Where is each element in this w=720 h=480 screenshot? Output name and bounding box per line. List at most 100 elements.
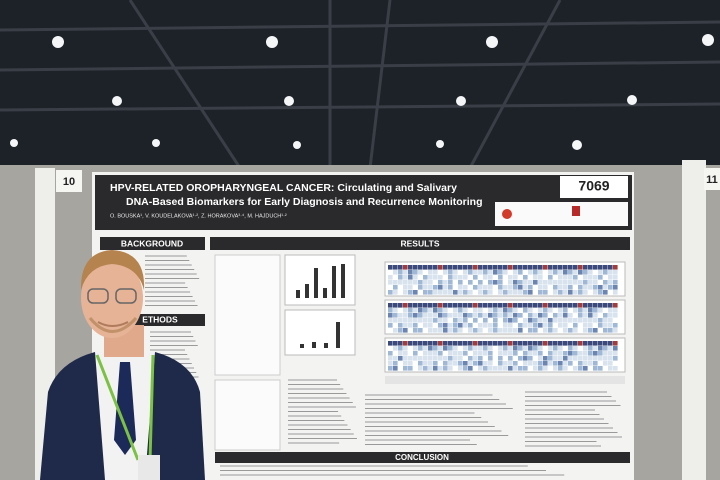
heatmap-cell [458,346,463,351]
heatmap-cell [468,275,473,280]
heatmap-cell [493,308,498,313]
heatmap-cell [513,303,518,308]
heatmap-cell [428,323,433,328]
heatmap-cell [553,351,558,356]
heatmap-cell [518,318,523,323]
heatmap-cell [473,308,478,313]
heatmap-cell [538,328,543,333]
heatmap-cell [443,341,448,346]
heatmap-cell [588,361,593,366]
heatmap-cell [573,303,578,308]
heatmap-cell [533,361,538,366]
heatmap-cell [588,318,593,323]
heatmap-cell [593,351,598,356]
heatmap-cell [458,270,463,275]
heatmap-cell [518,323,523,328]
heatmap-cell [408,366,413,371]
heatmap-cell [498,356,503,361]
heatmap-cell [588,270,593,275]
heatmap-cell [503,270,508,275]
heatmap-cell [523,318,528,323]
heatmap-cell [608,366,613,371]
heatmap-cell [388,318,393,323]
heatmap-cell [613,356,618,361]
heatmap-cell [538,285,543,290]
heatmap-cell [543,323,548,328]
hair [80,250,145,290]
heatmap-cell [538,318,543,323]
heatmap-cell [458,308,463,313]
heatmap-cell [603,366,608,371]
heatmap-cell [548,346,553,351]
section-title: BACKGROUND [121,238,183,248]
heatmap-cell [458,356,463,361]
heatmap-cell [603,346,608,351]
heatmap-cell [553,318,558,323]
heatmap-cell [428,366,433,371]
heatmap-cell [398,341,403,346]
heatmap-cell [533,270,538,275]
heatmap-cell [448,275,453,280]
heatmap-cell [563,361,568,366]
heatmap-cell [388,366,393,371]
heatmap-cell [433,323,438,328]
heatmap-cell [568,285,573,290]
heatmap-cell [588,323,593,328]
heatmap-cell [578,265,583,270]
heatmap-cell [578,323,583,328]
heatmap-cell [593,280,598,285]
heatmap-cell [443,313,448,318]
heatmap-cell [508,366,513,371]
heatmap-cell [433,270,438,275]
heatmap-cell [468,328,473,333]
figure-bar [300,344,304,348]
heatmap-cell [393,313,398,318]
heatmap-cell [588,351,593,356]
heatmap-cell [463,290,468,295]
heatmap-cell [498,361,503,366]
heatmap-cell [448,356,453,361]
heatmap-cell [498,313,503,318]
heatmap-cell [428,270,433,275]
heatmap-cell [563,328,568,333]
heatmap-cell [513,361,518,366]
heatmap-cell [438,341,443,346]
heatmap-cell [563,290,568,295]
heatmap-cell [508,290,513,295]
heatmap-cell [578,313,583,318]
heatmap-cell [413,265,418,270]
heatmap-cell [513,341,518,346]
heatmap-cell [518,308,523,313]
heatmap-cell [593,346,598,351]
heatmap-cell [428,265,433,270]
heatmap-cell [403,275,408,280]
heatmap-cell [568,313,573,318]
heatmap-cell [558,308,563,313]
heatmap-cell [513,275,518,280]
heatmap-cell [423,346,428,351]
heatmap-cell [473,341,478,346]
heatmap-cell [613,351,618,356]
heatmap-cell [438,275,443,280]
heatmap-cell [473,318,478,323]
heatmap-cell [523,323,528,328]
heatmap-cell [568,265,573,270]
heatmap-cell [608,270,613,275]
heatmap-cell [578,285,583,290]
heatmap-cell [443,366,448,371]
heatmap-cell [463,303,468,308]
heatmap-cell [528,318,533,323]
heatmap-cell [403,351,408,356]
heatmap-cell [528,290,533,295]
heatmap-cell [583,323,588,328]
heatmap-cell [403,361,408,366]
person [40,250,205,480]
heatmap-cell [558,290,563,295]
heatmap-cell [578,351,583,356]
heatmap-cell [573,346,578,351]
heatmap-cell [443,275,448,280]
heatmap-cell [508,280,513,285]
heatmap-cell [393,351,398,356]
heatmap-cell [438,280,443,285]
heatmap-cell [433,265,438,270]
